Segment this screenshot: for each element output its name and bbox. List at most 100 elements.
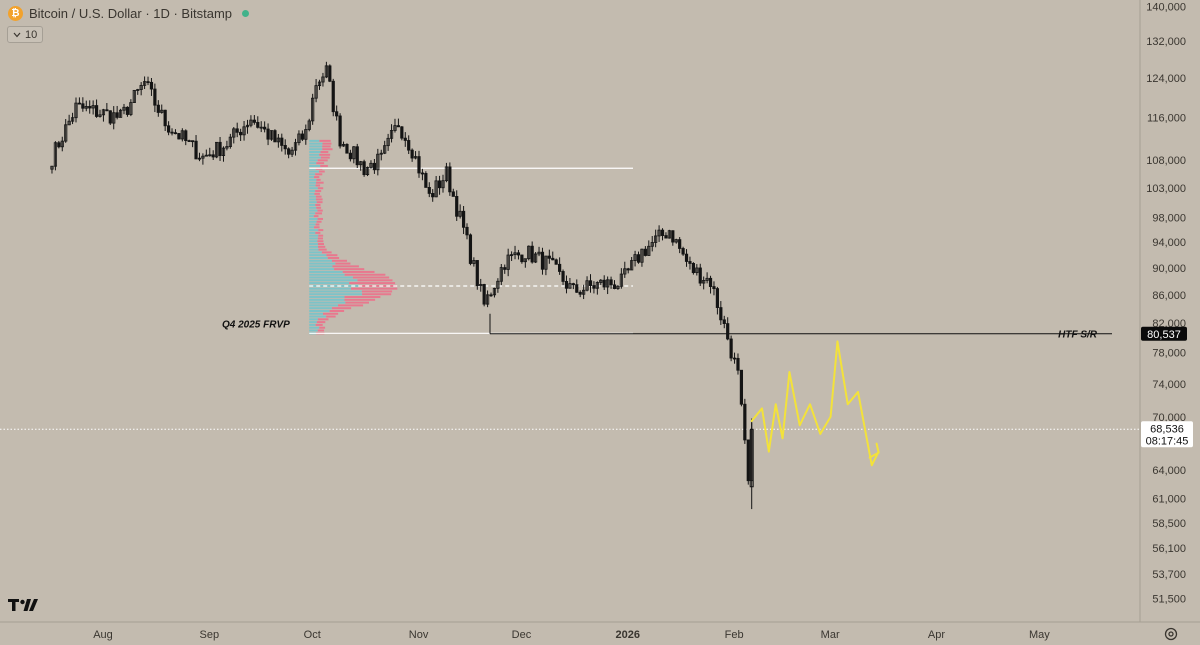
candle-body: [599, 279, 603, 283]
settings-icon[interactable]: [1163, 626, 1179, 642]
frvp-bar-down: [319, 153, 331, 156]
frvp-bar-up: [309, 296, 345, 299]
candle-body: [57, 142, 61, 148]
frvp-bar-up: [309, 148, 323, 151]
price-axis-tick: 56,100: [1152, 543, 1186, 555]
candle-body: [335, 111, 339, 117]
candle-body: [386, 137, 390, 147]
frvp-bar-down: [329, 309, 345, 312]
candle-body: [112, 112, 116, 124]
frvp-bar-down: [315, 231, 321, 234]
candle-body: [153, 88, 157, 106]
frvp-bar-down: [318, 248, 327, 251]
candle-body: [698, 267, 702, 284]
tradingview-logo-icon[interactable]: [8, 598, 38, 612]
time-axis-tick: Apr: [928, 629, 945, 641]
candle-body: [269, 130, 274, 140]
projection-arrowhead: [868, 442, 880, 459]
price-axis-tick: 98,000: [1152, 213, 1186, 225]
candle-body: [53, 142, 58, 167]
frvp-bar-up: [309, 142, 323, 145]
candle-body: [101, 109, 106, 116]
frvp-bar-up: [309, 298, 345, 301]
frvp-bar-down: [317, 209, 323, 212]
price-axis-tick: 53,700: [1152, 569, 1186, 581]
symbol-title[interactable]: Bitcoin / U.S. Dollar · 1D · Bitstamp: [29, 5, 232, 21]
frvp-bar-down: [317, 187, 324, 190]
candle-body: [509, 254, 514, 257]
chart-header: ₿ Bitcoin / U.S. Dollar · 1D · Bitstamp: [8, 4, 249, 22]
frvp-bar-down: [320, 164, 328, 167]
frvp-bar-down: [322, 148, 333, 151]
candle-body: [674, 239, 678, 243]
candle-body: [564, 281, 569, 289]
candle-body: [417, 156, 421, 174]
frvp-bar-up: [309, 307, 332, 310]
frvp-bar-down: [317, 237, 323, 240]
candle-body: [708, 277, 713, 287]
frvp-bar-up: [309, 262, 336, 265]
frvp-bar-up: [309, 223, 316, 226]
candle-body: [492, 287, 497, 296]
frvp-bar-up: [309, 151, 321, 154]
frvp-bar-up: [309, 231, 316, 234]
frvp-bar-down: [317, 159, 328, 162]
frvp-bar-up: [309, 259, 332, 262]
candle-body: [657, 229, 661, 237]
candle-body: [263, 126, 267, 130]
candle-body: [678, 239, 682, 249]
candle-body: [77, 102, 82, 105]
candle-body: [434, 180, 438, 198]
frvp-bar-down: [326, 254, 338, 257]
candle-body: [239, 131, 243, 136]
candle-body: [232, 128, 236, 138]
candle-body: [523, 258, 527, 263]
frvp-bar-down: [316, 321, 326, 324]
candle-body: [739, 369, 744, 405]
candle-body: [184, 130, 188, 141]
price-axis-tick: 140,000: [1146, 1, 1186, 13]
candle-body: [516, 252, 521, 256]
frvp-bar-down: [326, 315, 336, 318]
bitcoin-icon: ₿: [8, 5, 23, 21]
candle-body: [606, 279, 610, 288]
frvp-bar-up: [309, 309, 330, 312]
frvp-bar-down: [317, 217, 323, 220]
candle-body: [619, 273, 623, 287]
htf-sr-price-tag: [1141, 326, 1187, 341]
candle-body: [647, 245, 651, 256]
candle-body: [64, 124, 68, 142]
candle-body: [626, 268, 630, 271]
candle-body: [571, 283, 575, 286]
chevron-down-icon: [13, 32, 21, 37]
candle-body: [187, 140, 191, 142]
candle-body: [317, 81, 322, 87]
candle-body: [369, 162, 373, 168]
frvp-bar-down: [318, 170, 325, 173]
candle-body: [259, 126, 263, 129]
candle-body: [221, 147, 226, 156]
candle-body: [630, 260, 634, 271]
candle-body: [475, 260, 479, 287]
frvp-bar-up: [309, 156, 321, 159]
indicator-toggle[interactable]: 10: [7, 26, 44, 43]
candle-body: [170, 131, 174, 134]
candle-body: [413, 156, 418, 159]
frvp-bar-down: [316, 162, 325, 165]
candle-body: [94, 105, 99, 117]
frvp-bar-up: [309, 198, 316, 201]
candle-body: [633, 254, 637, 262]
candle-body: [729, 338, 733, 359]
frvp-bar-up: [309, 254, 327, 257]
candle-body: [578, 291, 582, 295]
last-candle-body: [749, 428, 754, 488]
candle-body: [321, 76, 325, 83]
candle-body: [407, 140, 411, 151]
candle-body: [142, 81, 147, 86]
candle-body: [362, 161, 366, 176]
price-axis-tick: 70,000: [1152, 412, 1186, 424]
frvp-bar-up: [309, 312, 324, 315]
candle-body: [293, 142, 298, 151]
frvp-bar-up: [309, 145, 323, 148]
